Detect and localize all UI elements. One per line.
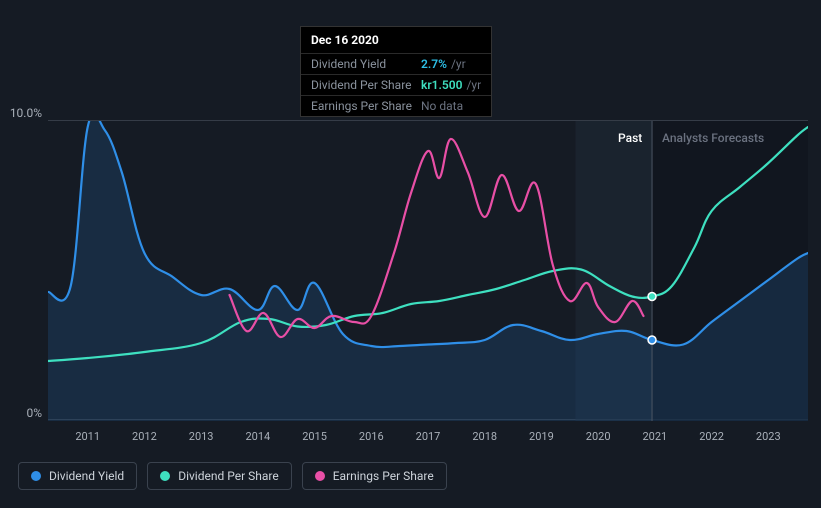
plot-area: Past Analysts Forecasts bbox=[48, 120, 808, 420]
tooltip-row-unit: /yr bbox=[451, 57, 466, 71]
legend-swatch bbox=[160, 471, 170, 481]
forecast-label: Analysts Forecasts bbox=[662, 131, 764, 145]
x-axis-tick-label: 2014 bbox=[245, 430, 270, 443]
dividend-yield-marker bbox=[648, 336, 656, 344]
tooltip-row-value: No data bbox=[421, 99, 463, 113]
x-axis-tick-label: 2013 bbox=[189, 430, 214, 443]
tooltip-row-value: kr1.500 bbox=[421, 78, 462, 92]
tooltip-row: Dividend Per Sharekr1.500/yr bbox=[301, 74, 491, 95]
tooltip-row: Earnings Per ShareNo data bbox=[301, 95, 491, 116]
x-axis-tick-label: 2012 bbox=[132, 430, 157, 443]
y-axis-min-label: 0% bbox=[0, 406, 42, 420]
x-axis-tick-label: 2016 bbox=[359, 430, 384, 443]
legend-item-label: Dividend Yield bbox=[49, 469, 124, 483]
x-axis-tick-label: 2017 bbox=[416, 430, 441, 443]
x-axis-tick-label: 2011 bbox=[75, 430, 100, 443]
legend-swatch bbox=[315, 471, 325, 481]
tooltip-date: Dec 16 2020 bbox=[301, 27, 491, 53]
tooltip-row-unit: /yr bbox=[466, 78, 481, 92]
dividend-per-share-marker bbox=[648, 293, 656, 301]
past-label: Past bbox=[618, 131, 642, 145]
x-axis-tick-label: 2018 bbox=[472, 430, 497, 443]
legend-item-label: Earnings Per Share bbox=[333, 469, 434, 483]
x-axis-tick-label: 2022 bbox=[699, 430, 724, 443]
legend: Dividend Yield Dividend Per Share Earnings… bbox=[18, 462, 447, 490]
legend-item-dividend-yield[interactable]: Dividend Yield bbox=[18, 462, 137, 490]
chart-svg bbox=[48, 121, 808, 421]
legend-item-dividend-per-share[interactable]: Dividend Per Share bbox=[147, 462, 292, 490]
chart-tooltip: Dec 16 2020 Dividend Yield2.7%/yrDividen… bbox=[300, 26, 492, 117]
tooltip-row-label: Dividend Per Share bbox=[311, 78, 421, 92]
legend-item-label: Dividend Per Share bbox=[178, 469, 279, 483]
legend-item-earnings-per-share[interactable]: Earnings Per Share bbox=[302, 462, 447, 490]
tooltip-row: Dividend Yield2.7% /yr bbox=[301, 53, 491, 74]
x-axis-tick-label: 2023 bbox=[756, 430, 781, 443]
x-axis-tick-label: 2020 bbox=[586, 430, 611, 443]
x-axis-tick-label: 2019 bbox=[529, 430, 554, 443]
x-axis-tick-label: 2015 bbox=[302, 430, 327, 443]
legend-swatch bbox=[31, 471, 41, 481]
tooltip-row-value: 2.7% bbox=[421, 57, 447, 71]
x-axis-tick-label: 2021 bbox=[642, 430, 667, 443]
tooltip-row-label: Earnings Per Share bbox=[311, 99, 421, 113]
tooltip-row-label: Dividend Yield bbox=[311, 57, 421, 71]
y-axis-max-label: 10.0% bbox=[0, 106, 42, 120]
